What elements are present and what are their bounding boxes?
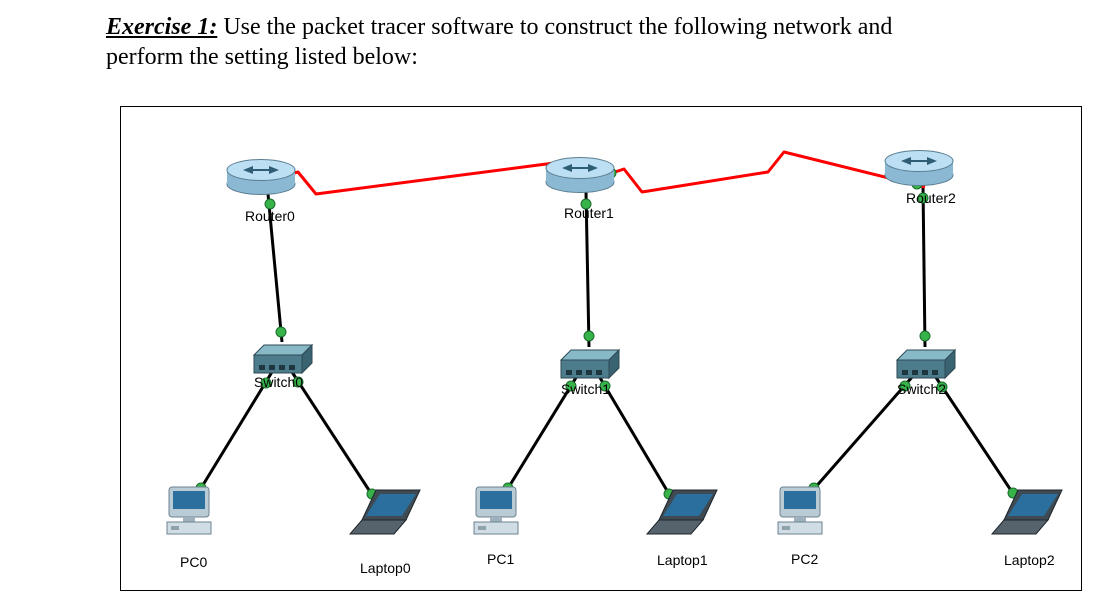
serial-link bbox=[275, 163, 593, 194]
copper-link bbox=[923, 186, 925, 347]
laptop1-icon[interactable] bbox=[647, 490, 717, 534]
router1-icon[interactable] bbox=[546, 158, 614, 193]
router0-label: Router0 bbox=[245, 208, 295, 224]
topology-canvas bbox=[0, 0, 1101, 589]
pc0-label: PC0 bbox=[180, 554, 207, 570]
switch2-icon[interactable] bbox=[897, 350, 955, 378]
switch1-icon[interactable] bbox=[561, 350, 619, 378]
pc1-icon[interactable] bbox=[474, 487, 518, 534]
switch0-label: Switch0 bbox=[254, 374, 303, 390]
link-status-dot bbox=[276, 327, 286, 337]
pc1-label: PC1 bbox=[487, 551, 514, 567]
switch1-label: Switch1 bbox=[561, 381, 610, 397]
pc2-icon[interactable] bbox=[778, 487, 822, 534]
laptop2-label: Laptop2 bbox=[1004, 552, 1055, 568]
pc0-icon[interactable] bbox=[167, 487, 211, 534]
copper-link bbox=[195, 372, 272, 498]
switch2-label: Switch2 bbox=[897, 381, 946, 397]
laptop0-label: Laptop0 bbox=[360, 560, 411, 576]
laptop2-icon[interactable] bbox=[992, 490, 1062, 534]
router2-label: Router2 bbox=[906, 190, 956, 206]
serial-link bbox=[600, 152, 925, 192]
switch0-icon[interactable] bbox=[254, 345, 312, 373]
copper-link bbox=[935, 376, 1020, 504]
copper-link bbox=[599, 376, 675, 504]
copper-link bbox=[292, 372, 378, 504]
pc2-label: PC2 bbox=[791, 551, 818, 567]
router1-label: Router1 bbox=[564, 205, 614, 221]
laptop1-label: Laptop1 bbox=[657, 552, 708, 568]
router0-icon[interactable] bbox=[227, 160, 295, 195]
link-status-dot bbox=[920, 331, 930, 341]
laptop0-icon[interactable] bbox=[350, 490, 420, 534]
link-status-dot bbox=[584, 331, 594, 341]
router2-icon[interactable] bbox=[885, 151, 953, 186]
